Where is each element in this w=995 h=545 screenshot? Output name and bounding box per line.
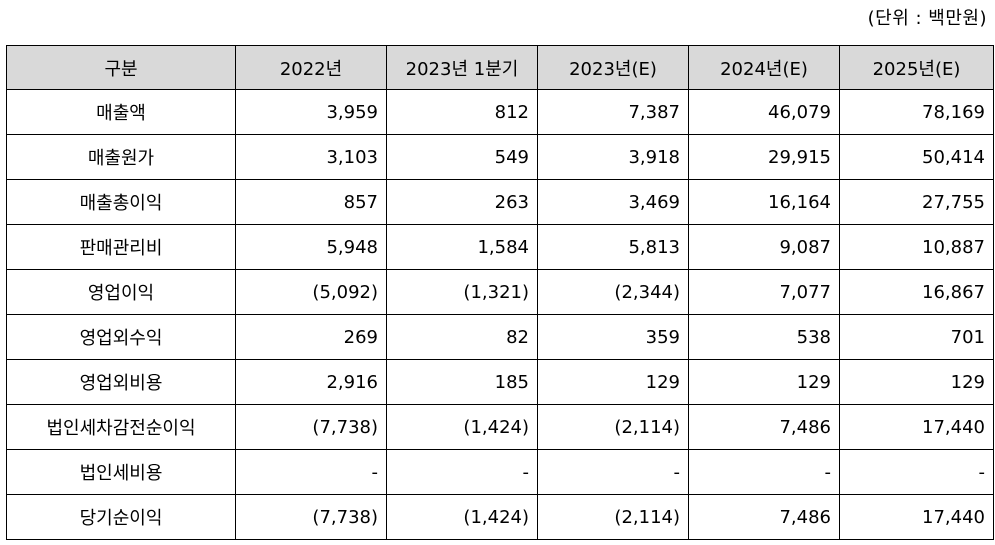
table-cell: 3,469 — [537, 179, 689, 225]
table-cell: 78,169 — [839, 89, 994, 135]
row-label: 매출액 — [6, 89, 236, 135]
table-cell: 857 — [235, 179, 387, 225]
table-cell: 17,440 — [839, 494, 994, 540]
table-cell: 82 — [386, 314, 538, 360]
table-cell: 263 — [386, 179, 538, 225]
table-cell: 5,948 — [235, 224, 387, 270]
table-cell: - — [386, 449, 538, 495]
table-cell: 3,959 — [235, 89, 387, 135]
table-cell: 17,440 — [839, 404, 994, 450]
table-row: 판매관리비 5,948 1,584 5,813 9,087 10,887 — [6, 224, 994, 270]
table-cell: 7,077 — [688, 269, 840, 315]
table-cell: 16,164 — [688, 179, 840, 225]
row-label: 법인세비용 — [6, 449, 236, 495]
column-header: 2025년(E) — [839, 45, 994, 90]
table-cell: 29,915 — [688, 134, 840, 180]
table-cell: 3,918 — [537, 134, 689, 180]
table-row: 법인세차감전순이익 (7,738) (1,424) (2,114) 7,486 … — [6, 404, 994, 450]
table-cell: 812 — [386, 89, 538, 135]
table-cell: 46,079 — [688, 89, 840, 135]
row-label: 영업이익 — [6, 269, 236, 315]
table-cell: 269 — [235, 314, 387, 360]
table-cell: (1,321) — [386, 269, 538, 315]
table-cell: 129 — [839, 359, 994, 405]
table-cell: 2,916 — [235, 359, 387, 405]
table-cell: 5,813 — [537, 224, 689, 270]
table-cell: (2,114) — [537, 494, 689, 540]
table-cell: 185 — [386, 359, 538, 405]
table-cell: 9,087 — [688, 224, 840, 270]
table-cell: 538 — [688, 314, 840, 360]
table-cell: 7,486 — [688, 404, 840, 450]
table-row: 영업외수익 269 82 359 538 701 — [6, 314, 994, 360]
column-header: 2024년(E) — [688, 45, 840, 90]
table-header-row: 구분 2022년 2023년 1분기 2023년(E) 2024년(E) 202… — [6, 45, 994, 90]
row-label: 영업외비용 — [6, 359, 236, 405]
financial-table: 구분 2022년 2023년 1분기 2023년(E) 2024년(E) 202… — [6, 45, 994, 540]
table-cell: 549 — [386, 134, 538, 180]
table-cell: (2,344) — [537, 269, 689, 315]
table-cell: 50,414 — [839, 134, 994, 180]
table-cell: 16,867 — [839, 269, 994, 315]
column-header: 2022년 — [235, 45, 387, 90]
table-cell: 701 — [839, 314, 994, 360]
row-label: 영업외수익 — [6, 314, 236, 360]
table-cell: (1,424) — [386, 404, 538, 450]
table-cell: 359 — [537, 314, 689, 360]
table-cell: - — [839, 449, 994, 495]
row-label: 당기순이익 — [6, 494, 236, 540]
table-cell: - — [688, 449, 840, 495]
table-row: 법인세비용 - - - - - — [6, 449, 994, 495]
row-label: 매출원가 — [6, 134, 236, 180]
table-cell: 7,387 — [537, 89, 689, 135]
table-cell: 129 — [537, 359, 689, 405]
table-cell: - — [537, 449, 689, 495]
column-header: 2023년 1분기 — [386, 45, 538, 90]
table-row: 영업외비용 2,916 185 129 129 129 — [6, 359, 994, 405]
unit-label: (단위 : 백만원) — [867, 8, 987, 29]
column-header: 구분 — [6, 45, 236, 90]
table-row: 당기순이익 (7,738) (1,424) (2,114) 7,486 17,4… — [6, 494, 994, 540]
table-cell: (5,092) — [235, 269, 387, 315]
table-cell: 129 — [688, 359, 840, 405]
table-cell: 7,486 — [688, 494, 840, 540]
table-cell: (2,114) — [537, 404, 689, 450]
table-row: 매출총이익 857 263 3,469 16,164 27,755 — [6, 179, 994, 225]
table-row: 영업이익 (5,092) (1,321) (2,344) 7,077 16,86… — [6, 269, 994, 315]
table-row: 매출원가 3,103 549 3,918 29,915 50,414 — [6, 134, 994, 180]
table-row: 매출액 3,959 812 7,387 46,079 78,169 — [6, 89, 994, 135]
row-label: 매출총이익 — [6, 179, 236, 225]
table-cell: 10,887 — [839, 224, 994, 270]
table-cell: (1,424) — [386, 494, 538, 540]
table-cell: 1,584 — [386, 224, 538, 270]
table-cell: - — [235, 449, 387, 495]
column-header: 2023년(E) — [537, 45, 689, 90]
table-cell: 3,103 — [235, 134, 387, 180]
row-label: 법인세차감전순이익 — [6, 404, 236, 450]
row-label: 판매관리비 — [6, 224, 236, 270]
table-cell: 27,755 — [839, 179, 994, 225]
table-cell: (7,738) — [235, 494, 387, 540]
table-cell: (7,738) — [235, 404, 387, 450]
